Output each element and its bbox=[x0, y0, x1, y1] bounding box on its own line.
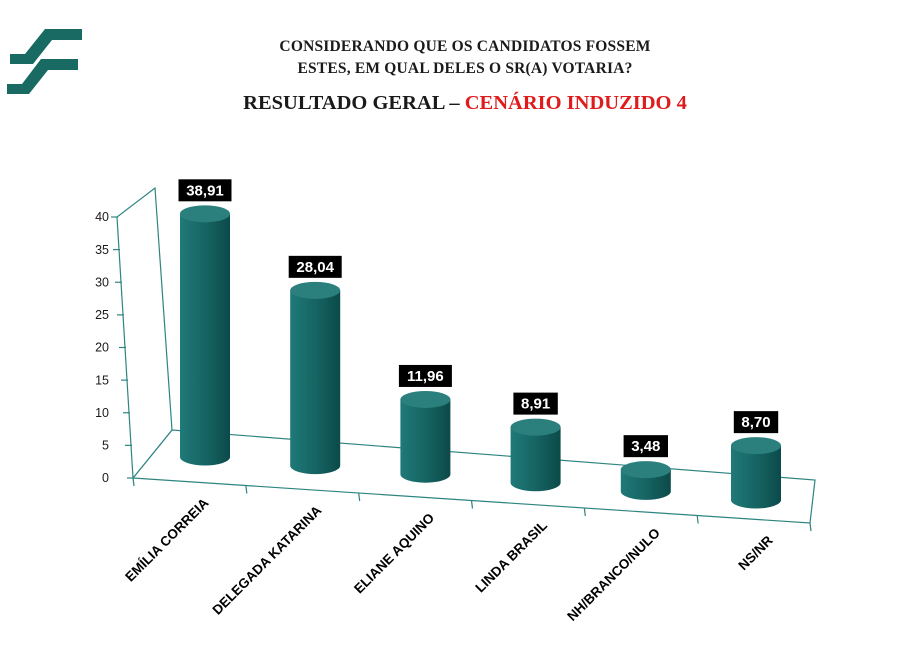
y-axis-tick-label: 30 bbox=[95, 275, 109, 289]
bar-value-label: 11,96 bbox=[398, 364, 452, 387]
bar-value-label: 28,04 bbox=[288, 255, 342, 278]
y-axis-tick-label: 35 bbox=[95, 243, 109, 257]
svg-text:28,04: 28,04 bbox=[296, 259, 334, 276]
x-axis-tick bbox=[245, 485, 248, 494]
bar-value-label: 8,91 bbox=[513, 392, 558, 415]
bar-cylinder bbox=[400, 390, 451, 483]
brand-logo-icon bbox=[7, 29, 82, 94]
category-label: NS/NR bbox=[735, 533, 775, 573]
bar-cylinder bbox=[290, 281, 341, 475]
x-axis-tick bbox=[132, 477, 135, 487]
y-axis-tick-label: 15 bbox=[95, 373, 109, 387]
chart-header: CONSIDERANDO QUE OS CANDIDATOS FOSSEM ES… bbox=[8, 36, 914, 115]
y-axis-tick-label: 25 bbox=[95, 308, 109, 322]
category-label: EMÍLIA CORREIA bbox=[122, 495, 211, 584]
svg-text:3,48: 3,48 bbox=[631, 438, 660, 455]
category-label: DELEGADA KATARINA bbox=[209, 503, 324, 618]
question-title-line1: CONSIDERANDO QUE OS CANDIDATOS FOSSEM bbox=[279, 38, 651, 55]
logo-ribbon-bottom bbox=[7, 59, 78, 94]
y-axis-tick-label: 20 bbox=[95, 341, 109, 355]
logo-ribbon-top bbox=[10, 29, 82, 64]
bar-cylinder bbox=[180, 205, 230, 466]
category-label: NH/BRANCO/NULO bbox=[564, 525, 663, 624]
x-axis-tick bbox=[583, 507, 586, 517]
bar-value-label: 38,91 bbox=[178, 179, 232, 202]
plot-floor bbox=[131, 429, 816, 524]
bar-cylinder bbox=[510, 418, 561, 492]
x-axis-tick bbox=[696, 515, 699, 524]
plot-side-wall bbox=[116, 186, 173, 480]
svg-text:8,91: 8,91 bbox=[521, 396, 550, 413]
x-axis-tick bbox=[358, 492, 361, 502]
result-title-scenario: CENÁRIO INDUZIDO 4 bbox=[464, 92, 687, 114]
bar-value-label: 3,48 bbox=[623, 435, 668, 458]
y-axis-tick-label: 5 bbox=[102, 439, 109, 453]
result-title: RESULTADO GERAL – CENÁRIO INDUZIDO 4 bbox=[8, 92, 914, 115]
y-axis-tick-label: 0 bbox=[102, 471, 109, 485]
bar-cylinder bbox=[620, 461, 671, 500]
y-axis-tick-label: 40 bbox=[95, 210, 109, 224]
svg-text:8,70: 8,70 bbox=[741, 414, 770, 431]
category-label: ELIANE AQUINO bbox=[351, 510, 437, 596]
x-axis-tick bbox=[809, 522, 812, 532]
bar-value-label: 8,70 bbox=[733, 411, 779, 434]
question-title-line2: ESTES, EM QUAL DELES O SR(A) VOTARIA? bbox=[297, 60, 633, 77]
result-title-prefix: RESULTADO GERAL – bbox=[243, 92, 465, 114]
svg-text:11,96: 11,96 bbox=[407, 368, 444, 385]
svg-text:38,91: 38,91 bbox=[186, 182, 224, 199]
y-axis-tick-label: 10 bbox=[95, 406, 109, 420]
category-label: LINDA BRASIL bbox=[472, 518, 550, 596]
bar-cylinder bbox=[731, 437, 781, 509]
x-axis-tick bbox=[470, 500, 474, 509]
